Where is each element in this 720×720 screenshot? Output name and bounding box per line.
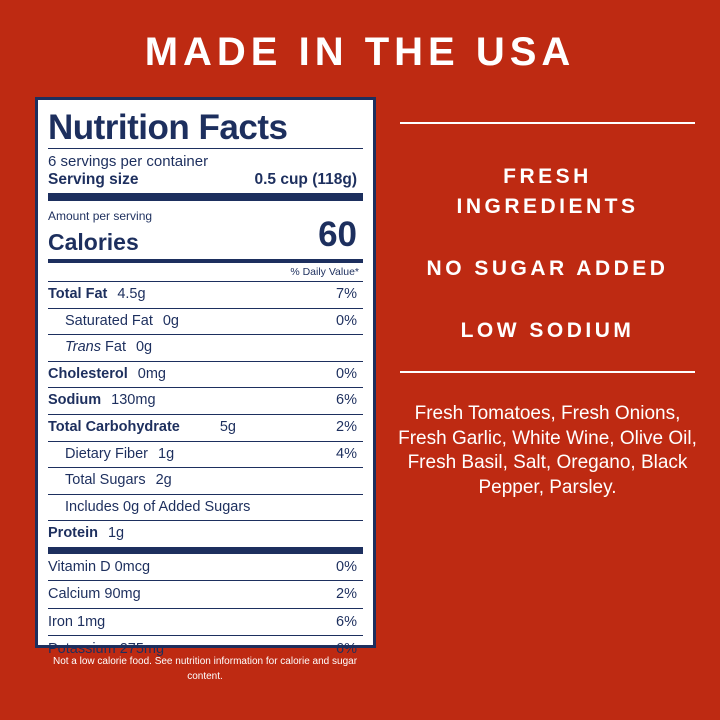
divider	[400, 371, 695, 373]
vitamin-row: Potassium 275mg 6%	[48, 636, 363, 663]
vitamin-rows: Vitamin D 0mcg 0% Calcium 90mg 2% Iron 1mg 6%…	[48, 554, 363, 663]
calories-label: Calories	[48, 229, 139, 255]
nutrient-name: Saturated Fat	[65, 312, 153, 329]
nutrient-name-italic: Trans	[65, 339, 101, 356]
vitamin-name: Vitamin D 0mcg	[48, 558, 151, 575]
dv-header: % Daily Value*	[48, 263, 363, 282]
serving-size: Serving size 0.5 cup (118g)	[48, 171, 363, 189]
thick-rule	[48, 193, 363, 201]
nutrient-dv: 4%	[336, 445, 357, 462]
nutrient-amount: 1g	[107, 525, 125, 542]
nutrient-amount: 1g	[158, 445, 175, 462]
nutrient-name: Total Carbohydrate	[48, 418, 180, 435]
vitamin-name: Iron 1mg	[48, 613, 106, 630]
vitamin-name: Calcium 90mg	[48, 586, 141, 603]
nutrient-rows: Total Fat 4.5g 7% Saturated Fat 0g 0% Trans Fa…	[48, 282, 363, 548]
label-title: Nutrition Facts	[48, 108, 363, 149]
divider	[400, 122, 695, 124]
nutrient-name: Includes 0g of Added Sugars	[65, 498, 251, 515]
vitamin-row: Iron 1mg 6%	[48, 609, 363, 637]
vitamin-row: Calcium 90mg 2%	[48, 581, 363, 609]
calories-row: Calories 60	[48, 217, 363, 256]
vitamin-dv: 2%	[336, 586, 357, 603]
nutrition-label: Nutrition Facts 6 servings per container…	[35, 97, 376, 657]
nutrient-amount: 0g	[135, 339, 153, 356]
claim: LOW SODIUM	[390, 316, 705, 346]
nutrient-dv: 0%	[336, 365, 357, 382]
claim-line: LOW SODIUM	[460, 319, 635, 342]
claim-line: FRESH	[503, 165, 592, 188]
nutrient-amount: 5g	[219, 418, 236, 435]
serving-size-label: Serving size	[48, 171, 139, 188]
nutrient-name: Sodium	[48, 392, 102, 409]
nutrient-row: Total Sugars 2g	[48, 468, 363, 495]
medium-rule	[48, 259, 363, 263]
nutrient-row: Cholesterol 0mg 0%	[48, 362, 363, 389]
nutrient-name: Dietary Fiber	[65, 445, 148, 462]
page-title: MADE IN THE USA	[144, 30, 576, 74]
claim-line: NO SUGAR ADDED	[426, 257, 669, 280]
nutrient-row: Trans Fat 0g	[48, 335, 363, 362]
claim-line: INGREDIENTS	[456, 195, 639, 218]
nutrient-name: Protein	[48, 525, 98, 542]
calories-value: 60	[318, 215, 357, 254]
nutrient-name-rest: Fat	[105, 339, 126, 356]
vitamin-dv: 0%	[336, 558, 357, 575]
nutrient-dv: 0%	[336, 312, 357, 329]
nutrient-amount: 2g	[155, 472, 172, 489]
claim: FRESH INGREDIENTS	[390, 162, 705, 222]
nutrient-row: Dietary Fiber 1g 4%	[48, 442, 363, 469]
nutrient-name: Total Sugars	[65, 472, 146, 489]
nutrient-name: Cholesterol	[48, 365, 128, 382]
vitamin-row: Vitamin D 0mcg 0%	[48, 554, 363, 582]
vitamin-dv: 6%	[336, 641, 357, 658]
nutrient-row: Total Fat 4.5g 7%	[48, 282, 363, 309]
nutrient-row: Protein 1g	[48, 521, 363, 548]
amount-per-serving: Amount per serving	[48, 209, 153, 223]
nutrient-amount: 130mg	[111, 392, 156, 409]
footnote: Not a low calorie food. See nutrition in…	[52, 656, 358, 682]
nutrient-row: Sodium 130mg 6%	[48, 388, 363, 415]
nutrient-dv: 6%	[336, 392, 357, 409]
nutrient-name: Total Fat	[48, 286, 108, 302]
thick-rule	[48, 547, 363, 554]
vitamin-name: Potassium 275mg	[48, 641, 165, 658]
nutrient-row: Saturated Fat 0g 0%	[48, 309, 363, 336]
servings: 6 servings per container	[48, 153, 209, 170]
claim: NO SUGAR ADDED	[390, 254, 705, 284]
nutrient-name: Trans Fat	[65, 335, 126, 361]
nutrient-dv: 2%	[336, 418, 357, 435]
claims: FRESH INGREDIENTS NO SUGAR ADDED LOW SODIUM	[390, 162, 705, 378]
serving-size-value: 0.5 cup (118g)	[254, 171, 357, 188]
nutrient-dv: 7%	[336, 286, 357, 302]
vitamin-dv: 6%	[336, 613, 357, 630]
nutrient-amount: 0mg	[137, 365, 166, 382]
nutrient-row: Total Carbohydrate 5g 2%	[48, 415, 363, 442]
nutrient-row: Includes 0g of Added Sugars	[48, 495, 363, 522]
nutrient-amount: 4.5g	[117, 286, 146, 302]
nutrient-amount: 0g	[162, 312, 179, 329]
ingredients: Fresh Tomatoes, Fresh Onions, Fresh Garl…	[398, 403, 697, 498]
